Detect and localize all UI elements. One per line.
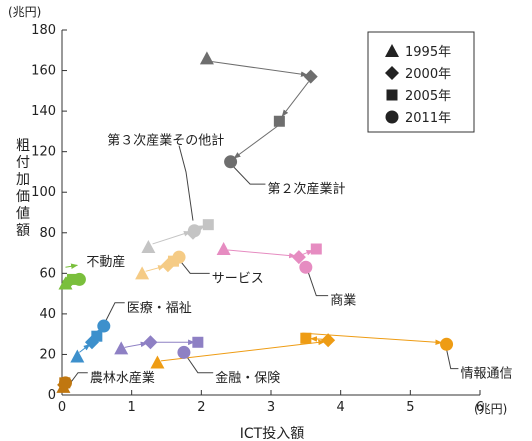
y-tick-label: 180: [31, 23, 56, 38]
data-point-triangle: [141, 239, 156, 253]
series-label: 農林水産業: [90, 370, 155, 386]
y-tick-label: 0: [48, 388, 56, 403]
data-point-circle: [172, 250, 186, 264]
data-point-circle: [440, 337, 454, 351]
trend-arrow: [152, 231, 191, 245]
label-leader-line: [104, 302, 125, 323]
series-label: 第３次産業その他計: [107, 133, 224, 149]
data-point-circle: [177, 345, 191, 359]
label-leader-line: [180, 260, 210, 274]
x-tick-label: 6: [476, 400, 484, 415]
trend-arrow: [65, 263, 79, 270]
series-label: 医療・福祉: [127, 301, 192, 316]
legend-label: 2011年: [405, 111, 451, 126]
data-point-circle: [58, 376, 72, 390]
series-label: サービス: [212, 271, 264, 286]
trend-arrow: [281, 81, 310, 117]
data-point-square: [167, 255, 179, 267]
data-point-square: [192, 336, 204, 348]
data-point-circle: [299, 260, 313, 274]
data-point-circle: [224, 155, 238, 169]
data-point-diamond: [143, 335, 158, 350]
data-point-square: [66, 273, 78, 285]
label-leader-line: [446, 349, 459, 370]
x-tick-label: 0: [58, 400, 66, 415]
trend-arrow: [227, 249, 297, 259]
data-point-square: [202, 219, 214, 231]
trend-arrow: [302, 332, 443, 346]
x-axis-title: ICT投入額: [240, 426, 304, 441]
data-point-diamond: [303, 69, 318, 84]
x-tick-label: 2: [197, 400, 205, 415]
series-label: 商業: [330, 293, 356, 309]
y-tick-label: 80: [39, 226, 56, 241]
trend-arrow: [210, 60, 308, 77]
series-label: 第２次産業計: [268, 181, 346, 197]
legend-label: 2005年: [405, 89, 451, 104]
data-point-circle: [97, 319, 111, 333]
y-tick-label: 60: [39, 266, 56, 281]
y-tick-label: 160: [31, 64, 56, 79]
y-unit-label: (兆円): [8, 5, 41, 19]
label-leader-line: [178, 145, 194, 221]
data-point-square: [300, 332, 312, 344]
trend-arrow: [145, 265, 166, 272]
trend-arrow: [79, 343, 91, 353]
data-point-circle: [72, 272, 86, 286]
legend-marker-square-icon: [386, 89, 398, 101]
data-point-triangle: [135, 266, 150, 280]
y-axis-title: 粗付加価値額: [16, 138, 30, 239]
legend-box: [367, 31, 475, 133]
series-label: 不動産: [86, 254, 125, 270]
x-tick-label: 1: [128, 400, 136, 415]
y-tick-label: 40: [39, 307, 56, 322]
x-tick-label: 5: [406, 400, 414, 415]
legend-label: 1995年: [405, 45, 451, 60]
label-leader-line: [186, 357, 214, 374]
data-point-diamond: [291, 250, 306, 265]
y-tick-label: 100: [31, 185, 56, 200]
legend-marker-diamond-icon: [385, 66, 399, 80]
data-point-diamond: [321, 333, 336, 348]
series-label: 金融・保険: [215, 370, 280, 386]
y-tick-label: 140: [31, 104, 56, 119]
legend-marker-triangle-icon: [385, 44, 399, 57]
y-tick-label: 20: [39, 347, 56, 362]
data-point-square: [91, 330, 103, 342]
label-leaders: [68, 145, 459, 386]
data-point-triangle: [199, 51, 214, 65]
data-points: [56, 51, 454, 393]
x-tick-label: 4: [337, 400, 345, 415]
trend-arrow: [160, 339, 326, 362]
trend-arrow: [233, 125, 278, 159]
y-tick-label: 120: [31, 145, 56, 160]
legend-label: 2000年: [405, 67, 451, 82]
series-label: 情報通信: [460, 367, 512, 382]
x-unit-label: (兆円): [474, 402, 507, 416]
data-point-triangle: [70, 349, 85, 363]
data-point-triangle: [150, 355, 165, 369]
data-point-square: [273, 115, 285, 127]
label-leader-line: [307, 271, 329, 297]
data-point-square: [310, 243, 322, 255]
data-point-triangle: [216, 242, 231, 255]
trend-arrow: [124, 341, 148, 348]
legend: 1995年 2000年 2005年 2011年: [367, 31, 475, 133]
legend-marker-circle-icon: [385, 110, 399, 124]
data-point-circle: [187, 224, 201, 238]
x-tick-label: 3: [267, 400, 275, 415]
label-leader-line: [232, 165, 266, 185]
trend-arrow: [310, 336, 323, 342]
data-point-triangle: [114, 341, 129, 355]
axes: (兆円) (兆円) ICT投入額 粗付加価値額 0204060801001201…: [8, 5, 507, 441]
label-leader-line: [68, 372, 88, 386]
